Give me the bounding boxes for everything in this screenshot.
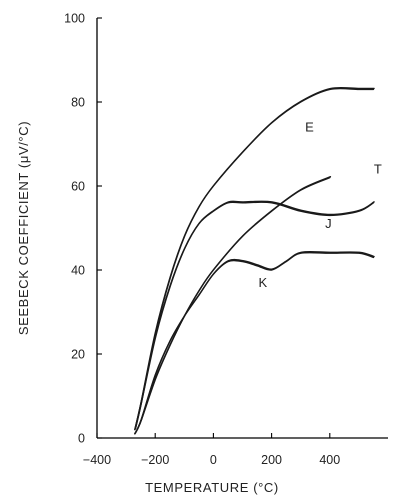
series-e-line-shadow	[134, 86, 375, 430]
y-tick-label-0: 0	[78, 432, 85, 446]
series-k-line-shadow	[134, 250, 375, 434]
series-e-label: E	[305, 119, 314, 134]
x-tick-label-200: 200	[261, 453, 282, 467]
labels: E T J K	[259, 119, 382, 289]
series-k-label: K	[259, 275, 268, 290]
series-t-label: T	[374, 161, 382, 176]
x-tick-label-400: 400	[319, 453, 340, 467]
axes	[96, 18, 388, 439]
curves	[134, 86, 375, 435]
y-axis-title: SEEBECK COEFFICIENT (μV/°C)	[16, 121, 31, 335]
y-tick-label-20: 20	[71, 348, 85, 362]
y-tick-label-80: 80	[71, 96, 85, 110]
series-j-line	[134, 201, 375, 431]
series-j-label: J	[325, 216, 332, 231]
series-j-line-shadow	[134, 200, 375, 430]
x-axis-title: TEMPERATURE (°C)	[145, 480, 279, 495]
ticks: 0 20 40 60 80 100 −400 −200 0 200 400	[64, 12, 340, 468]
y-tick-label-60: 60	[71, 180, 85, 194]
y-tick-label-100: 100	[64, 12, 85, 26]
y-tick-label-40: 40	[71, 264, 85, 278]
x-tick-label-0: 0	[210, 453, 217, 467]
x-tick-label-400: −400	[83, 453, 111, 467]
x-tick-label-200: −200	[141, 453, 169, 467]
